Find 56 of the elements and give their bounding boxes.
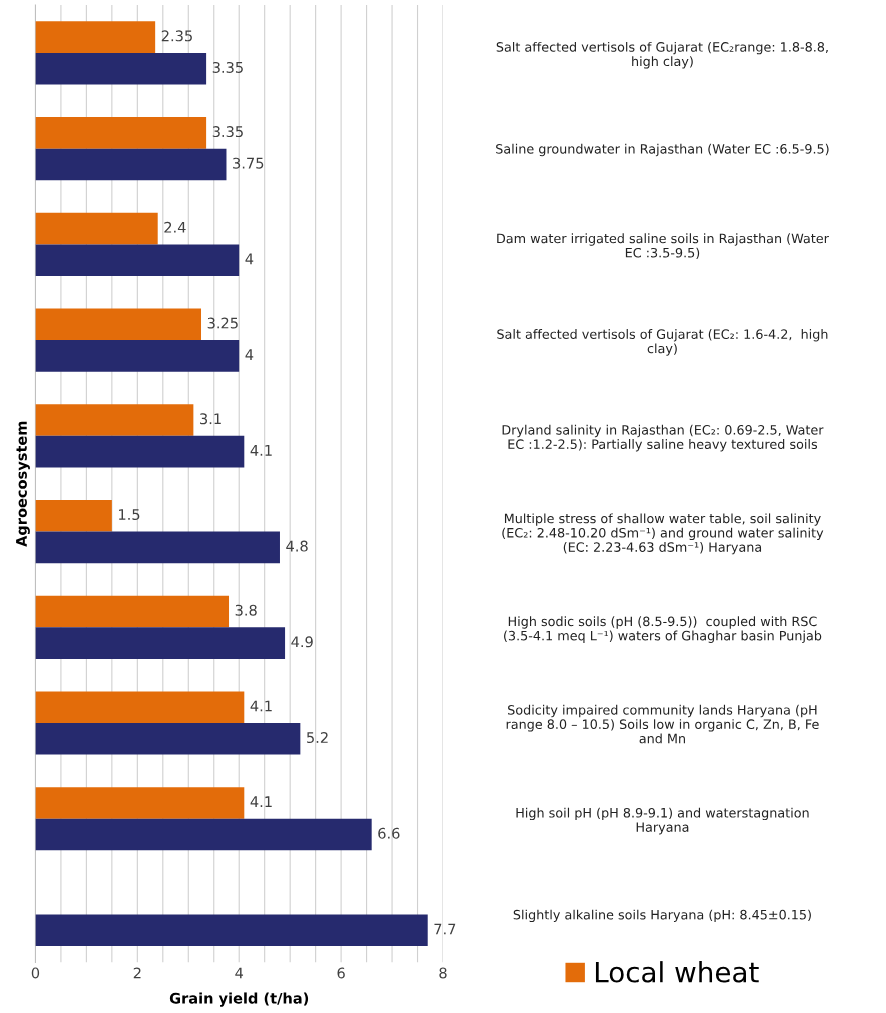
x-tick-label: 6 [337,967,345,979]
bar [35,404,194,436]
data-label: 4.1 [250,700,272,712]
data-label: 4.9 [291,636,313,648]
x-tick-label: 2 [133,967,141,979]
bar [35,308,202,341]
data-label: 3.8 [235,604,257,616]
y-tick-label: Sodicity impaired community lands Haryana (pH range 8.0 – 10.5) Soils low in organic C, Zn, B, Fe and Mn [506,704,819,744]
data-label: 3.75 [233,157,264,169]
y-tick-label: High sodic soils (pH (8.5-9.5)) coupled with RSC (3.5-4.1 meq L⁻¹) waters of Ghaghar basin Punjab [504,616,822,643]
bar [35,435,245,468]
data-label: 4 [245,253,254,265]
data-label: 4 [245,349,254,360]
data-label: 2.4 [164,221,186,233]
data-label: 4.1 [250,796,272,807]
y-tick-label: Multiple stress of shallow water table, soil salinity (EC₂: 2.48-10.20 dSm⁻¹) and ground water salinity (EC: 2.23-4.63 dSm⁻¹) Haryana [502,513,824,555]
bar [35,818,372,851]
data-label: 3.35 [212,61,243,73]
bar [35,787,245,819]
bar [35,499,112,532]
data-label: 6.6 [378,827,400,839]
bar [35,723,301,755]
bar [35,244,240,276]
bar [35,148,227,181]
bar [35,691,245,724]
x-tick-label: 4 [235,967,244,979]
y-axis-title: Agroecosystem [16,421,30,547]
y-tick-label: Slightly alkaline soils Haryana (pH: 8.45±0.15) [513,909,811,922]
bar [35,117,207,149]
y-tick-label: Dryland salinity in Rajasthan (EC₂: 0.69-2.5, Water EC :1.2-2.5): Partially saline heavy textured soils [502,424,824,452]
x-tick-label: 0 [31,967,40,979]
data-label: 4.8 [286,540,308,552]
x-axis-title: Grain yield (t/ha) [169,992,309,1007]
bar [35,52,207,85]
data-label: 3.35 [212,126,243,138]
y-tick-label: Saline groundwater in Rajasthan (Water EC :6.5-9.5) [496,143,829,157]
data-label: 4.1 [250,445,272,456]
bar [35,531,280,564]
bar [35,340,240,372]
y-tick-label: Salt affected vertisols of Gujarat (EC₂range: 1.8-8.8, high clay) [496,41,828,69]
data-label: 5.2 [307,732,328,744]
y-tick-label: High soil pH (pH 8.9-9.1) and waterstagnation Haryana [516,807,809,835]
y-tick-label: Dam water irrigated saline soils in Rajasthan (Water EC :3.5-9.5) [497,233,829,260]
y-tick-label: Salt affected vertisols of Gujarat (EC₂: 1.6-4.2, high clay) [497,329,828,356]
data-label: 7.7 [434,923,456,935]
bar [35,212,158,245]
bar [35,21,156,53]
data-label: 1.5 [119,509,140,521]
x-tick-label: 8 [439,967,447,979]
bar [35,595,230,628]
bar [35,914,428,947]
legend-label: Local wheat [595,961,759,983]
data-label: 3.1 [200,413,221,425]
bar [35,627,286,659]
data-label: 3.25 [207,317,238,329]
data-label: 2.35 [161,30,192,42]
